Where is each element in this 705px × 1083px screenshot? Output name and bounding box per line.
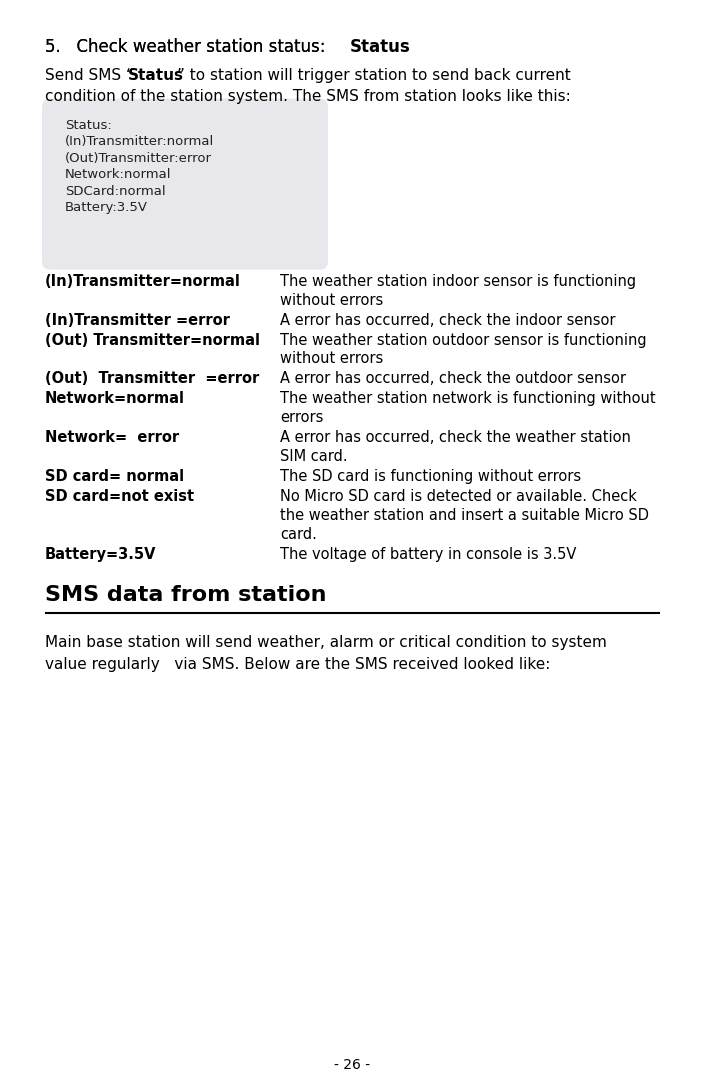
Text: (Out)Transmitter:error: (Out)Transmitter:error	[65, 152, 212, 165]
Text: card.: card.	[280, 527, 317, 543]
Text: value regularly   via SMS. Below are the SMS received looked like:: value regularly via SMS. Below are the S…	[45, 657, 551, 673]
Text: Status: Status	[128, 68, 183, 83]
Text: SMS data from station: SMS data from station	[45, 585, 326, 605]
Text: The weather station outdoor sensor is functioning: The weather station outdoor sensor is fu…	[280, 332, 646, 348]
Text: SIM card.: SIM card.	[280, 449, 348, 465]
Text: Battery=3.5V: Battery=3.5V	[45, 547, 157, 562]
Text: without errors: without errors	[280, 292, 384, 308]
Text: errors: errors	[280, 410, 324, 426]
Text: A error has occurred, check the indoor sensor: A error has occurred, check the indoor s…	[280, 313, 615, 327]
Text: (In)Transmitter=normal: (In)Transmitter=normal	[45, 274, 241, 289]
FancyBboxPatch shape	[42, 99, 328, 270]
Text: Send SMS “: Send SMS “	[45, 68, 134, 83]
Text: (In)Transmitter:normal: (In)Transmitter:normal	[65, 135, 214, 148]
Text: (Out)  Transmitter  =error: (Out) Transmitter =error	[45, 371, 259, 387]
Text: Status: Status	[350, 38, 411, 56]
Text: the weather station and insert a suitable Micro SD: the weather station and insert a suitabl…	[280, 508, 649, 523]
Text: The voltage of battery in console is 3.5V: The voltage of battery in console is 3.5…	[280, 547, 577, 562]
Text: Network:normal: Network:normal	[65, 168, 171, 181]
Text: 5.   Check weather station status:: 5. Check weather station status:	[45, 38, 331, 56]
Text: Network=normal: Network=normal	[45, 391, 185, 406]
Text: 5.   Check weather station status: Status: 5. Check weather station status: Status	[45, 38, 384, 56]
Text: without errors: without errors	[280, 352, 384, 366]
Text: Main base station will send weather, alarm or critical condition to system: Main base station will send weather, ala…	[45, 635, 607, 650]
Text: A error has occurred, check the outdoor sensor: A error has occurred, check the outdoor …	[280, 371, 626, 387]
Text: ” to station will trigger station to send back current: ” to station will trigger station to sen…	[177, 68, 571, 83]
Text: Status:: Status:	[65, 119, 112, 132]
Text: (Out) Transmitter=normal: (Out) Transmitter=normal	[45, 332, 260, 348]
Text: SD card= normal: SD card= normal	[45, 469, 184, 484]
Text: A error has occurred, check the weather station: A error has occurred, check the weather …	[280, 430, 631, 445]
Text: - 26 -: - 26 -	[334, 1058, 371, 1072]
Text: condition of the station system. The SMS from station looks like this:: condition of the station system. The SMS…	[45, 89, 571, 104]
Text: SDCard:normal: SDCard:normal	[65, 184, 166, 197]
Text: Battery:3.5V: Battery:3.5V	[65, 201, 148, 214]
Text: The weather station indoor sensor is functioning: The weather station indoor sensor is fun…	[280, 274, 636, 289]
Text: SD card=not exist: SD card=not exist	[45, 490, 194, 505]
Text: No Micro SD card is detected or available. Check: No Micro SD card is detected or availabl…	[280, 490, 637, 505]
Text: 5.   Check weather station status:: 5. Check weather station status:	[45, 38, 331, 56]
Text: Network=  error: Network= error	[45, 430, 179, 445]
Text: The weather station network is functioning without: The weather station network is functioni…	[280, 391, 656, 406]
Text: The SD card is functioning without errors: The SD card is functioning without error…	[280, 469, 581, 484]
Text: (In)Transmitter =error: (In)Transmitter =error	[45, 313, 230, 327]
